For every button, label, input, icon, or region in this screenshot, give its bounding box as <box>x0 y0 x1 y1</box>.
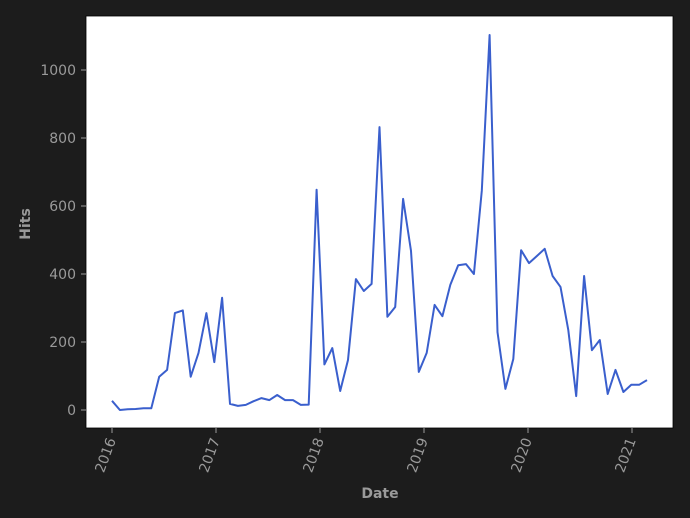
y-tick-label: 0 <box>67 403 76 419</box>
x-tick-label: 2018 <box>301 436 328 475</box>
x-tick-label: 2016 <box>93 436 120 475</box>
x-tick-label: 2017 <box>197 436 224 475</box>
x-tick-label: 2019 <box>405 436 432 475</box>
y-tick-label: 800 <box>49 131 76 147</box>
x-tick-label: 2020 <box>509 436 536 475</box>
y-tick-label: 200 <box>49 335 76 351</box>
plot-area <box>85 15 674 429</box>
x-tick-label: 2021 <box>613 436 640 475</box>
x-axis-label: Date <box>361 486 398 502</box>
y-tick-label: 400 <box>49 267 76 283</box>
y-axis: 0 200 400 600 800 1000 <box>40 63 86 419</box>
y-tick-label: 1000 <box>40 63 76 79</box>
x-axis: 2016 2017 2018 2019 2020 2021 <box>93 428 640 475</box>
data-line <box>111 34 648 411</box>
y-tick-label: 600 <box>49 199 76 215</box>
y-axis-label: Hits <box>18 208 34 240</box>
